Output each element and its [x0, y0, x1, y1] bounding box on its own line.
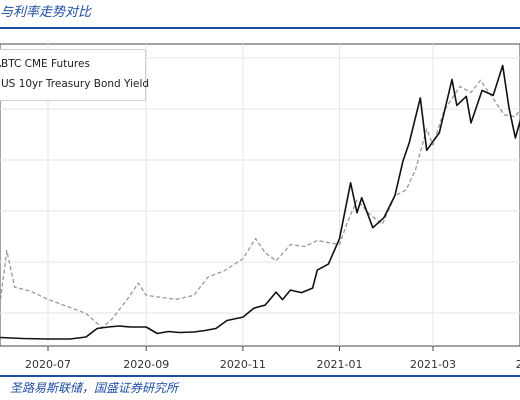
x-tick-label: 2020-07: [25, 358, 71, 371]
x-axis: 2020-07 2020-09 2020-11 2021-01 2021-03 2021: [25, 346, 520, 371]
x-tick-label: 2021-03: [410, 358, 456, 371]
series-layer: [0, 64, 520, 340]
grid-layer: [0, 44, 520, 346]
x-tick-label: 2021-01: [317, 358, 363, 371]
legend-item-btc: BTC CME Futures: [1, 58, 90, 70]
legend-swatch-yield: [0, 85, 1, 87]
chart-title: 与利率走势对比: [0, 5, 92, 20]
series-line-yield: [0, 79, 520, 329]
legend: BTC CME Futures US 10yr Treasury Bond Yi…: [0, 49, 150, 101]
legend-item-yield: US 10yr Treasury Bond Yield: [1, 78, 150, 90]
x-tick-label: 2020-09: [123, 358, 169, 371]
title-rule: [0, 27, 520, 29]
plot-frame: [0, 43, 520, 347]
series-line-btc: [0, 64, 520, 340]
legend-swatch-btc: [0, 65, 1, 67]
line-chart: 2020-07 2020-09 2020-11 2021-01 2021-03 2021: [0, 43, 520, 371]
footer-rule: [0, 375, 520, 377]
source-note: 圣路易斯联储，国盛证券研究所: [10, 381, 179, 395]
x-tick-label: 2021: [516, 358, 520, 371]
x-tick-label: 2020-11: [220, 358, 266, 371]
